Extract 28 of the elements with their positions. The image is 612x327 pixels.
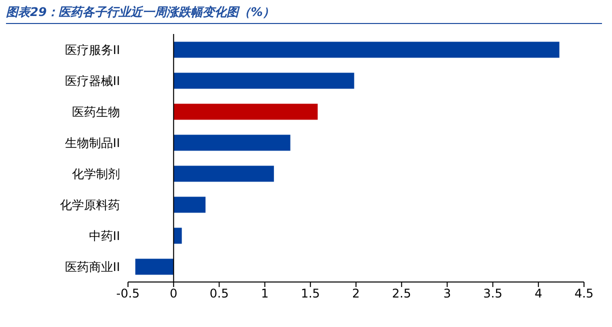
x-tick-label: 3.5	[483, 286, 502, 301]
x-tick-label: 3	[443, 286, 452, 301]
x-tick-label: 4	[534, 286, 542, 301]
y-tick-label: 医疗服务II	[64, 42, 120, 57]
bar	[174, 42, 560, 58]
x-tick-label: -0.5	[116, 286, 140, 301]
x-tick-label: 1	[260, 286, 269, 301]
x-tick-label: 0.5	[210, 286, 229, 301]
x-tick-label: 2.5	[392, 286, 412, 301]
y-tick-label: 中药II	[88, 228, 120, 243]
bar	[135, 258, 174, 275]
y-tick-label: 医药生物	[72, 104, 120, 119]
y-tick-label: 化学原料药	[60, 198, 120, 212]
chart-title: 图表29：医药各子行业近一周涨跌幅变化图（%）	[6, 4, 602, 24]
x-tick-label: 4.5	[574, 286, 594, 301]
y-tick-label: 医疗器械II	[64, 74, 120, 88]
bar	[174, 104, 318, 120]
x-tick-label: 0	[170, 286, 178, 301]
y-tick-label: 化学制剂	[72, 166, 120, 181]
bar	[174, 196, 206, 213]
x-tick-label: 1.5	[300, 286, 320, 301]
y-tick-label: 生物制品II	[64, 136, 120, 150]
x-tick-label: 2	[352, 286, 360, 301]
bar	[174, 134, 290, 151]
bar	[174, 72, 354, 89]
bar	[174, 228, 182, 244]
bar	[174, 166, 274, 182]
y-tick-label: 医药商业II	[64, 260, 120, 274]
